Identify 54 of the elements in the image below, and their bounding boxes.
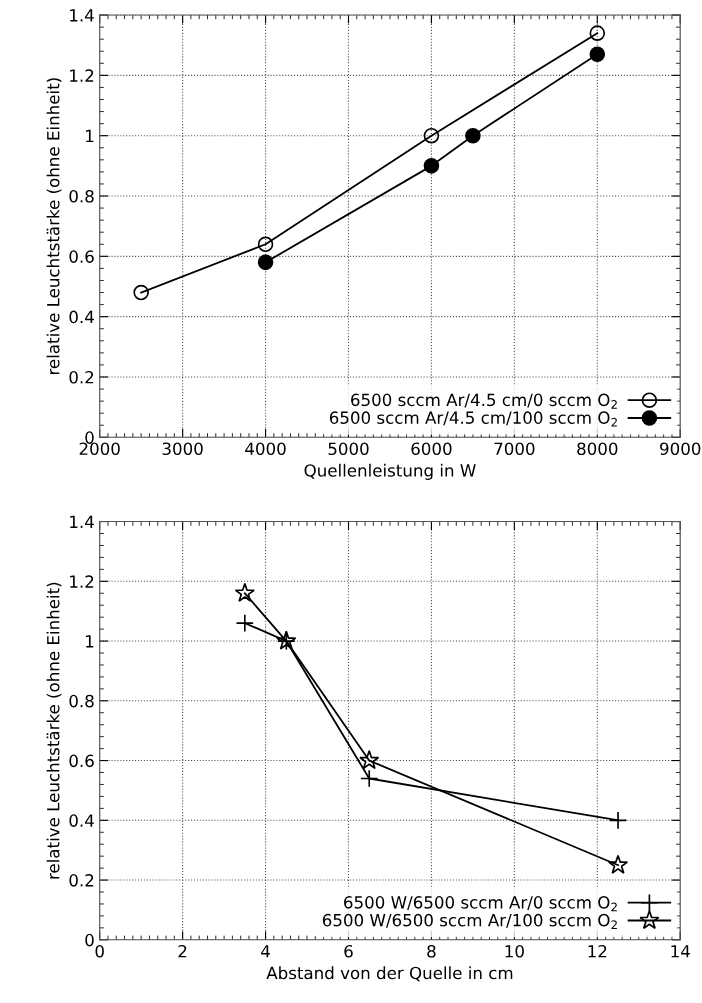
y-tick-label: 0.8 xyxy=(69,189,94,203)
x-tick-label: 8000 xyxy=(577,442,618,456)
legend-label: 6500 W/6500 sccm Ar/100 sccm O$_{2}$ xyxy=(322,913,617,929)
y-tick-label: 1.4 xyxy=(70,515,94,528)
point xyxy=(607,854,629,874)
y-tick-label: 0.2 xyxy=(69,874,94,887)
y-tick-label: 0.6 xyxy=(69,250,94,263)
y-tick-label: 1.4 xyxy=(70,9,94,22)
point xyxy=(359,750,380,770)
point xyxy=(234,582,255,602)
x-tick-label: 2 xyxy=(178,944,187,958)
y-tick-label: 0.4 xyxy=(69,814,94,827)
x-tick-label: 10 xyxy=(505,944,524,958)
x-tick-label: 3000 xyxy=(162,442,203,456)
y-tick-label: 0.4 xyxy=(69,310,94,324)
x-tick-label: 7000 xyxy=(494,442,535,456)
point xyxy=(133,284,149,301)
x-tick-label: 6 xyxy=(344,944,353,958)
x-tick-label: 8 xyxy=(427,944,436,958)
point xyxy=(589,25,606,41)
legend-label: 6500 sccm Ar/4.5 cm/100 sccm O$_{2}$ xyxy=(329,411,617,427)
x-tick-label: 0 xyxy=(95,944,104,958)
x-tick-label: 5000 xyxy=(328,442,369,456)
x-tick-label: 14 xyxy=(671,945,690,958)
y-tick-label: 0.2 xyxy=(69,370,94,384)
x-tick-label: 4000 xyxy=(245,442,286,456)
point xyxy=(257,236,274,253)
y-tick-label: 1 xyxy=(86,635,94,648)
x-tick-label: 2000 xyxy=(79,442,120,456)
point xyxy=(608,811,628,830)
legend-label: 6500 sccm Ar/4.5 cm/0 sccm O$_{2}$ xyxy=(351,393,617,409)
x-tick-label: 12 xyxy=(588,944,607,958)
point xyxy=(589,46,606,63)
y-tick-label: 1.2 xyxy=(70,575,94,588)
y-tick-label: 0.8 xyxy=(69,694,94,708)
x-tick-label: 4 xyxy=(261,945,270,958)
point xyxy=(235,613,254,633)
x-axis-title: Abstand von der Quelle in cm xyxy=(266,966,513,982)
y-tick-label: 1.2 xyxy=(70,69,94,82)
point xyxy=(423,127,440,144)
x-axis-title: Quellenleistung in W xyxy=(304,463,476,480)
x-tick-label: 6000 xyxy=(411,442,452,456)
point xyxy=(423,158,440,174)
y-tick-label: 0 xyxy=(85,933,94,947)
x-tick-label: 9000 xyxy=(660,442,701,456)
legend-label: 6500 W/6500 sccm Ar/0 sccm O$_{2}$ xyxy=(344,896,617,912)
y-axis-title: relative Leuchtstärke (ohne Einheit) xyxy=(46,582,62,879)
point xyxy=(465,127,481,144)
y-tick-label: 0.6 xyxy=(69,754,94,768)
y-tick-label: 1 xyxy=(86,129,94,143)
point xyxy=(360,769,379,788)
point xyxy=(257,254,274,271)
y-tick-label: 0 xyxy=(85,431,94,444)
y-axis-title: relative Leuchtstärke (ohne Einheit) xyxy=(46,78,62,375)
